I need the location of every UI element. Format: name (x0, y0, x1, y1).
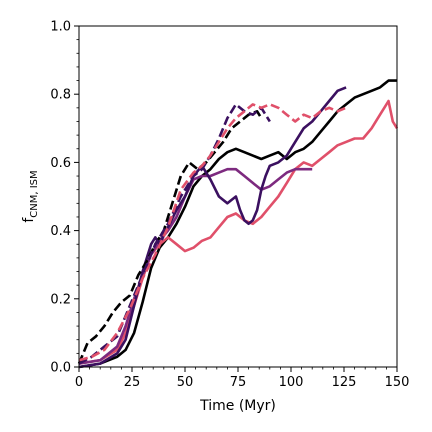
x-axis: 0 25 50 75 100 125 150 (75, 367, 410, 390)
y-tick-label: 0.6 (50, 156, 71, 171)
series-line-7-dashed (78, 103, 347, 362)
y-tick-label: 1.0 (50, 20, 71, 35)
series-line-5-dashed (77, 110, 263, 365)
series-line-4-solid (78, 86, 347, 369)
series-line-6-dashed (78, 103, 271, 365)
x-tick-label: 0 (75, 375, 83, 390)
y-axis-label-subscript: CNM, ISM (29, 170, 40, 217)
x-tick-label: 125 (332, 375, 357, 390)
x-axis-label: Time (Myr) (199, 398, 276, 414)
y-tick-label: 0.0 (50, 361, 71, 376)
x-tick-label: 100 (279, 375, 304, 390)
x-tick-label: 25 (124, 375, 141, 390)
y-tick-label: 0.2 (50, 292, 71, 307)
series-line-1-solid (78, 79, 397, 369)
x-tick-label: 50 (177, 375, 194, 390)
x-tick-label: 150 (385, 375, 410, 390)
series-layer (77, 79, 399, 369)
y-axis-label: fCNM, ISM (21, 170, 40, 222)
y-axis-label-main: f (21, 217, 37, 223)
y-tick-label: 0.4 (50, 224, 71, 239)
y-tick-label: 0.8 (50, 88, 71, 103)
x-tick-label: 75 (230, 375, 247, 390)
y-axis: 0.0 0.2 0.4 0.6 0.8 1.0 (50, 20, 79, 376)
